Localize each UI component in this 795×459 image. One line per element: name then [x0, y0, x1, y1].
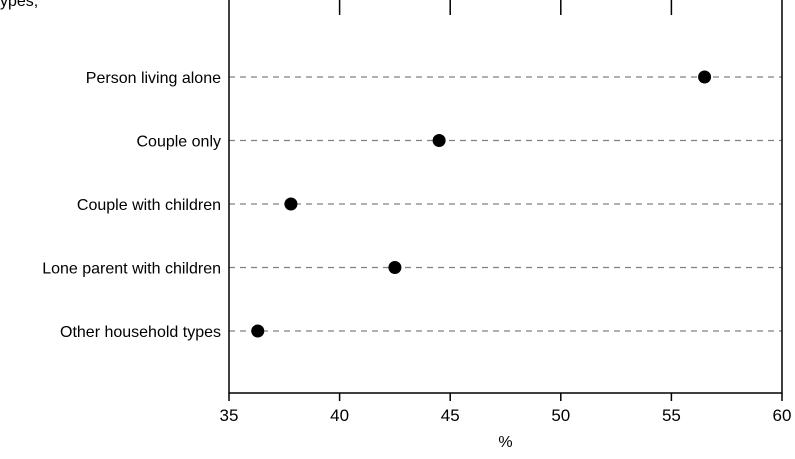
x-tick-label: 55: [662, 406, 681, 425]
plot-frame: [228, 0, 783, 394]
guide-lines: [229, 76, 782, 332]
x-tick-label: 50: [551, 406, 570, 425]
data-point: [388, 261, 402, 274]
category-labels: Person living alone Couple only Couple wit…: [42, 70, 221, 341]
data-points: [251, 70, 712, 338]
x-tick-label: 60: [773, 406, 792, 425]
chart-title-fragment: ypes,: [0, 0, 38, 10]
data-point: [432, 134, 446, 147]
category-label: Other household types: [60, 324, 221, 341]
x-axis-ticks: [228, 0, 783, 401]
category-label: Couple with children: [77, 197, 221, 214]
category-label: Couple only: [137, 134, 222, 151]
x-tick-label: 45: [441, 406, 460, 425]
category-label: Lone parent with children: [42, 261, 221, 278]
x-tick-label: 35: [220, 406, 239, 425]
data-point: [284, 197, 298, 211]
x-axis-title: %: [498, 434, 512, 451]
data-point: [251, 324, 265, 338]
x-tick-label: 40: [330, 406, 349, 425]
category-label: Person living alone: [86, 70, 221, 87]
data-point: [698, 70, 712, 84]
x-axis-tick-labels: 35 40 45 50 55 60: [220, 406, 792, 425]
